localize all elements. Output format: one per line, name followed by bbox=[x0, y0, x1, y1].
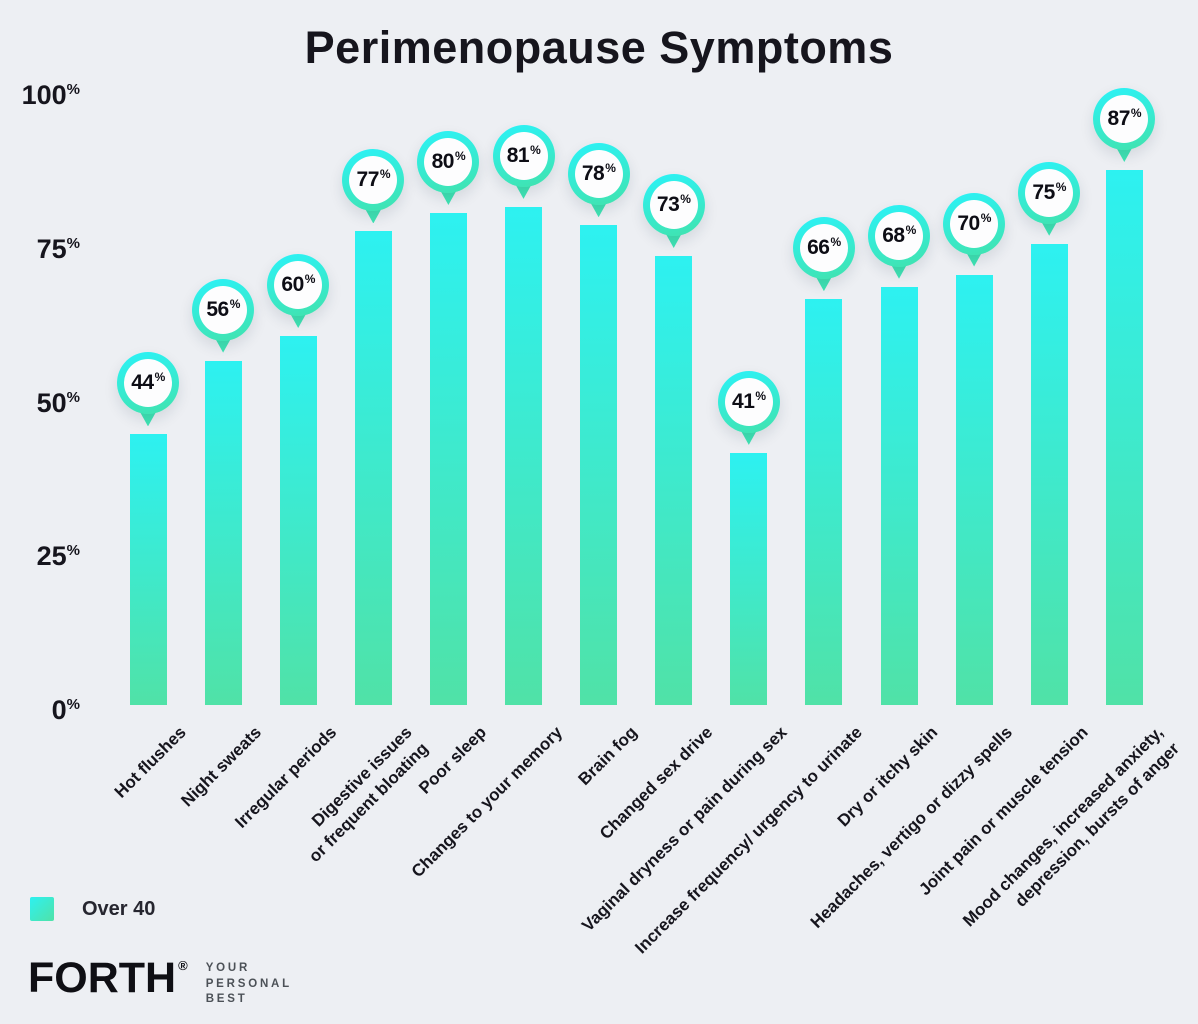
legend: Over 40 bbox=[30, 897, 155, 921]
pin-ring: 87% bbox=[1093, 87, 1156, 150]
value-pin-marker: 70% bbox=[943, 192, 1006, 269]
pin-ring: 60% bbox=[267, 254, 330, 316]
pin-ring: 56% bbox=[192, 278, 255, 341]
bar bbox=[429, 213, 467, 705]
value-pin-marker: 80% bbox=[417, 131, 480, 207]
bar bbox=[204, 360, 242, 705]
value-pin-marker: 44% bbox=[117, 352, 179, 428]
legend-label: Over 40 bbox=[82, 897, 156, 920]
x-axis-label: Changes to your memory bbox=[407, 722, 566, 882]
bar bbox=[1030, 243, 1068, 705]
pin-ring: 44% bbox=[117, 352, 179, 415]
chart-title: Perimenopause Symptoms bbox=[304, 22, 894, 73]
y-tick-label: 50% bbox=[36, 387, 80, 418]
bar bbox=[655, 256, 693, 705]
bar bbox=[730, 452, 768, 705]
pin-value: 41% bbox=[724, 377, 773, 426]
pin-value: 56% bbox=[199, 285, 248, 334]
pin-value: 75% bbox=[1025, 168, 1074, 217]
pin-value: 81% bbox=[499, 131, 548, 180]
value-pin-marker: 41% bbox=[717, 370, 780, 447]
pin-ring: 66% bbox=[792, 217, 855, 280]
pin-value: 68% bbox=[875, 211, 923, 260]
bar bbox=[955, 274, 993, 705]
bar bbox=[580, 225, 618, 705]
pin-ring: 73% bbox=[642, 174, 705, 237]
legend-swatch-over-40 bbox=[30, 897, 54, 921]
bar bbox=[805, 299, 843, 705]
value-pin-marker: 77% bbox=[342, 149, 405, 225]
pin-value: 80% bbox=[424, 138, 473, 186]
pin-ring: 80% bbox=[417, 131, 480, 193]
x-axis-label: Brain fog bbox=[574, 722, 641, 789]
value-pin-marker: 78% bbox=[567, 143, 630, 219]
y-tick-label: 75% bbox=[36, 233, 80, 264]
registered-trademark-icon: ® bbox=[178, 958, 188, 973]
y-tick-label: 100% bbox=[21, 80, 80, 110]
pin-ring: 78% bbox=[567, 143, 630, 206]
pin-value: 77% bbox=[349, 156, 398, 205]
bar bbox=[505, 206, 542, 705]
pin-value: 78% bbox=[574, 150, 623, 199]
pin-ring: 81% bbox=[492, 124, 555, 187]
pin-ring: 41% bbox=[717, 370, 780, 433]
y-tick-label: 25% bbox=[36, 541, 80, 572]
value-pin-marker: 87% bbox=[1093, 87, 1156, 164]
bar bbox=[279, 336, 317, 705]
bar bbox=[129, 434, 167, 705]
bar bbox=[880, 286, 918, 705]
bar bbox=[1105, 169, 1143, 705]
pin-value: 87% bbox=[1100, 94, 1149, 143]
pin-value: 60% bbox=[274, 261, 323, 309]
pin-ring: 75% bbox=[1018, 161, 1081, 224]
pin-ring: 68% bbox=[868, 204, 930, 267]
pin-value: 44% bbox=[124, 359, 172, 408]
value-pin-marker: 73% bbox=[642, 174, 705, 250]
brand-logo: FORTH ® YOUR PERSONAL BEST bbox=[28, 954, 292, 1008]
bar bbox=[354, 231, 392, 705]
pin-value: 70% bbox=[950, 199, 999, 248]
brand-tagline: YOUR PERSONAL BEST bbox=[205, 962, 292, 1006]
y-tick-label: 0% bbox=[51, 695, 80, 725]
pin-ring: 77% bbox=[342, 149, 405, 212]
value-pin-marker: 75% bbox=[1018, 161, 1081, 238]
pin-ring: 70% bbox=[943, 192, 1006, 255]
pin-value: 73% bbox=[649, 181, 698, 230]
value-pin-marker: 56% bbox=[192, 278, 255, 355]
brand-name: FORTH bbox=[28, 954, 177, 1002]
value-pin-marker: 68% bbox=[868, 204, 930, 281]
value-pin-marker: 81% bbox=[492, 124, 555, 201]
value-pin-marker: 66% bbox=[792, 217, 855, 293]
value-pin-marker: 60% bbox=[267, 254, 330, 330]
pin-value: 66% bbox=[799, 224, 848, 273]
